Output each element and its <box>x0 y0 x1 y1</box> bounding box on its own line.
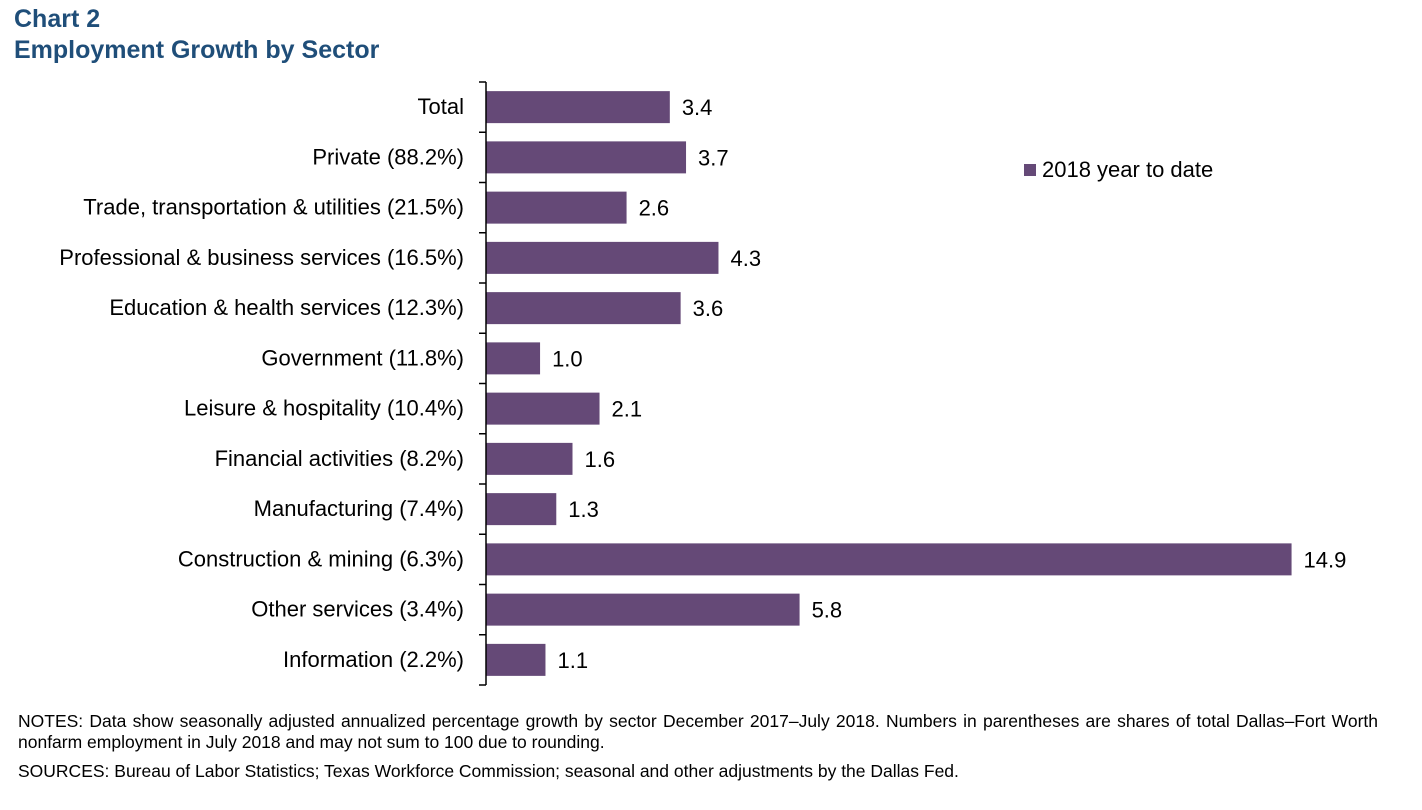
bar <box>486 643 546 676</box>
data-label: 14.9 <box>1304 547 1347 572</box>
data-label: 1.6 <box>585 447 616 472</box>
category-label: Private (88.2%) <box>312 144 464 169</box>
category-label: Government (11.8%) <box>261 345 464 370</box>
category-label: Leisure & hospitality (10.4%) <box>184 396 464 421</box>
bar <box>486 292 681 325</box>
category-label: Manufacturing (7.4%) <box>254 496 464 521</box>
bar <box>486 191 627 224</box>
data-label: 1.0 <box>552 346 583 371</box>
bar <box>486 241 719 274</box>
chart-title: Employment Growth by Sector <box>14 36 380 64</box>
data-label: 3.7 <box>698 145 729 170</box>
chart-number: Chart 2 <box>14 5 101 33</box>
legend-label: 2018 year to date <box>1042 157 1214 182</box>
bar <box>486 442 573 475</box>
data-label: 3.6 <box>693 296 724 321</box>
data-label: 1.1 <box>557 648 588 673</box>
bar <box>486 392 600 425</box>
category-label: Construction & mining (6.3%) <box>178 546 464 571</box>
category-label: Information (2.2%) <box>283 647 464 672</box>
bar <box>486 593 800 626</box>
data-label: 1.3 <box>568 497 599 522</box>
notes: NOTES: Data show seasonally adjusted ann… <box>18 711 1378 752</box>
category-label: Professional & business services (16.5%) <box>59 245 464 270</box>
data-label: 2.1 <box>612 397 643 422</box>
data-label: 4.3 <box>730 246 761 271</box>
title-block: Chart 2 Employment Growth by Sector <box>14 4 379 66</box>
bar <box>486 543 1292 576</box>
bar <box>486 342 541 375</box>
sources: SOURCES: Bureau of Labor Statistics; Tex… <box>18 761 959 781</box>
category-label: Trade, transportation & utilities (21.5%… <box>83 195 464 220</box>
category-label: Education & health services (12.3%) <box>109 295 464 320</box>
bar <box>486 91 670 124</box>
category-label: Total <box>418 94 464 119</box>
legend: 2018 year to date <box>1024 157 1213 183</box>
data-label: 5.8 <box>812 598 843 623</box>
category-label: Other services (3.4%) <box>251 597 464 622</box>
data-label: 3.4 <box>682 95 713 120</box>
legend-swatch <box>1024 164 1036 176</box>
bar-chart: 3.4 Total 3.7 Private (88.2%) 2.6 Trade, tran… <box>59 81 1347 686</box>
data-label: 2.6 <box>639 196 670 221</box>
bar <box>486 141 687 174</box>
bar <box>486 493 557 526</box>
category-label: Financial activities (8.2%) <box>215 446 464 471</box>
